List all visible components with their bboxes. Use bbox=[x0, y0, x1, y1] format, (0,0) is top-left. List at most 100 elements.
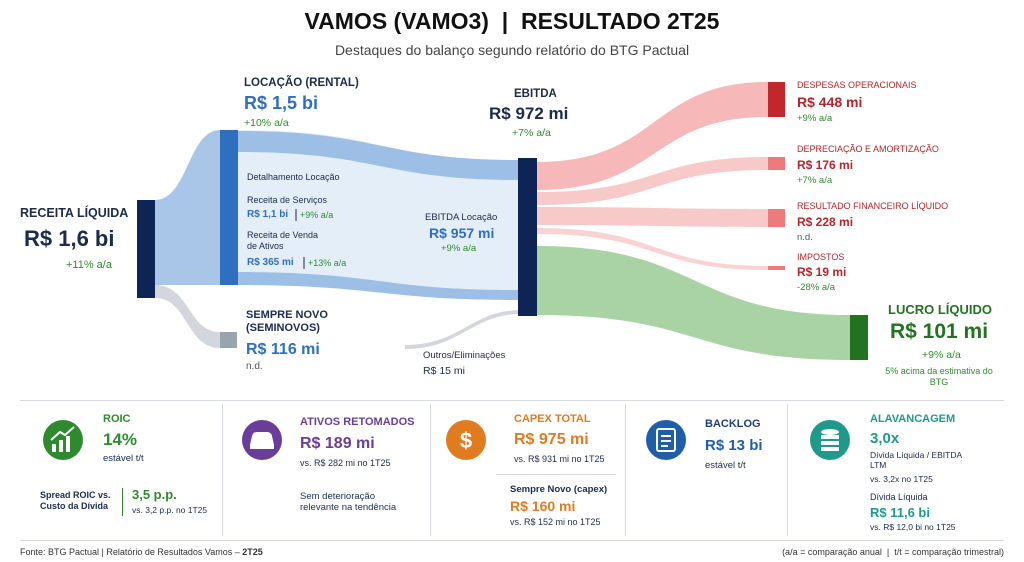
node-label: LUCRO LÍQUIDO bbox=[888, 302, 992, 317]
expense-label: DEPRECIAÇÃO E AMORTIZAÇÃO bbox=[797, 144, 939, 154]
node-note: 5% acima da estimativa do BTG bbox=[885, 366, 996, 387]
footer-source-bold: 2T25 bbox=[242, 547, 263, 557]
node-change: +9% a/a bbox=[922, 349, 961, 361]
flow bbox=[537, 246, 850, 360]
detail-title: Detalhamento Locação bbox=[247, 172, 340, 182]
card-value: 3,0x bbox=[870, 430, 900, 447]
node-label: Outros/Eliminações bbox=[423, 350, 506, 361]
detail-value: R$ 1,1 bi bbox=[247, 209, 289, 220]
card-label: Spread ROIC vs. Custo da Dívida bbox=[40, 490, 114, 511]
divider bbox=[20, 540, 1004, 541]
card-title: ALAVANCAGEM bbox=[870, 413, 956, 425]
divider bbox=[20, 400, 1004, 401]
svg-text:$: $ bbox=[460, 428, 472, 453]
detail-label: Receita de Venda de Ativos bbox=[247, 230, 321, 251]
node-bar bbox=[768, 157, 785, 170]
card-title: ATIVOS RETOMADOS bbox=[300, 416, 415, 428]
node-label: LOCAÇÃO (RENTAL) bbox=[244, 77, 359, 89]
divider bbox=[122, 488, 123, 516]
expense-label: DESPESAS OPERACIONAIS bbox=[797, 80, 917, 90]
node-change: +11% a/a bbox=[66, 259, 112, 271]
node-bar bbox=[768, 209, 785, 227]
node-bar bbox=[220, 130, 238, 285]
icon-backlog bbox=[646, 420, 686, 460]
flow bbox=[537, 82, 768, 190]
card-value: R$ 975 mi bbox=[514, 431, 589, 448]
expense-change: +7% a/a bbox=[797, 175, 833, 186]
card-note: Sem deterioração relevante na tendência bbox=[300, 491, 397, 514]
node-bar bbox=[137, 200, 155, 298]
flow bbox=[155, 285, 220, 348]
node-bar bbox=[518, 158, 537, 316]
icon-alavancagem bbox=[810, 420, 850, 460]
flow bbox=[405, 310, 518, 349]
detail-label: Receita de Serviços bbox=[247, 195, 328, 205]
title: VAMOS (VAMO3) | RESULTADO 2T25 bbox=[304, 8, 720, 34]
expense-label: RESULTADO FINANCEIRO LÍQUIDO bbox=[797, 201, 949, 211]
detail-change: +9% a/a bbox=[300, 210, 334, 220]
node-value: R$ 1,6 bi bbox=[24, 226, 115, 251]
node-value: R$ 15 mi bbox=[423, 365, 466, 377]
divider bbox=[430, 404, 431, 536]
node-label: EBITDA Locação bbox=[425, 212, 498, 223]
detail-value: R$ 365 mi bbox=[247, 257, 294, 268]
footer-legend: (a/a = comparação anual | t/t = comparaç… bbox=[782, 547, 1004, 557]
card-value: R$ 189 mi bbox=[300, 435, 375, 452]
flow bbox=[238, 272, 518, 300]
expense-value: R$ 228 mi bbox=[797, 215, 854, 229]
card-title: ROIC bbox=[103, 413, 131, 425]
node-bar bbox=[768, 266, 785, 270]
node-label: SEMPRE NOVO (SEMINOVOS) bbox=[246, 309, 331, 335]
subtitle: Destaques do balanço segundo relatório d… bbox=[334, 42, 690, 58]
divider bbox=[222, 404, 223, 536]
card-sub: vs. 3,2x no 1T25 bbox=[870, 474, 933, 484]
node-change: +7% a/a bbox=[512, 127, 551, 139]
expense-value: R$ 176 mi bbox=[797, 158, 854, 172]
icon-roic bbox=[43, 420, 83, 460]
node-change: +9% a/a bbox=[441, 243, 477, 254]
node-value: R$ 1,5 bi bbox=[244, 93, 319, 113]
node-change: +10% a/a bbox=[244, 117, 289, 129]
card-value: R$ 13 bi bbox=[705, 437, 763, 454]
node-value: R$ 957 mi bbox=[429, 225, 495, 241]
icon-ativos bbox=[242, 420, 282, 460]
card-sub: estável t/t bbox=[103, 453, 144, 464]
card-value: R$ 160 mi bbox=[510, 498, 576, 514]
detail-change: +13% a/a bbox=[308, 258, 347, 268]
card-sub: vs. 3,2 p.p. no 1T25 bbox=[132, 505, 208, 515]
node-change: n.d. bbox=[246, 361, 263, 372]
card-sub: vs. R$ 282 mi no 1T25 bbox=[300, 458, 391, 468]
expense-label: IMPOSTOS bbox=[797, 252, 845, 262]
node-label: RECEITA LÍQUIDA bbox=[20, 206, 129, 220]
card-title: BACKLOG bbox=[705, 418, 761, 430]
card-sub: vs. R$ 12,0 bi no 1T25 bbox=[870, 522, 956, 532]
expense-value: R$ 19 mi bbox=[797, 265, 847, 279]
card-label: Dívida Líquida / EBITDA LTM bbox=[870, 450, 965, 471]
card-title: CAPEX TOTAL bbox=[514, 413, 591, 425]
expense-value: R$ 448 mi bbox=[797, 94, 863, 110]
node-bar bbox=[850, 315, 868, 360]
card-value: 14% bbox=[103, 430, 138, 449]
card-label: Sempre Novo (capex) bbox=[510, 484, 608, 495]
flow bbox=[537, 207, 768, 227]
card-value: R$ 11,6 bi bbox=[870, 505, 930, 520]
expense-change: n.d. bbox=[797, 232, 813, 243]
card-label: Dívida Líquida bbox=[870, 492, 928, 502]
card-sub: vs. R$ 931 mi no 1T25 bbox=[514, 454, 605, 464]
divider bbox=[496, 474, 616, 475]
footer-source: Fonte: BTG Pactual | Relatório de Result… bbox=[20, 547, 263, 558]
flow bbox=[238, 131, 518, 180]
flow bbox=[537, 228, 768, 270]
sankey bbox=[137, 82, 868, 360]
card-sub: estável t/t bbox=[705, 460, 746, 471]
divider bbox=[625, 404, 626, 536]
card-sub: vs. R$ 152 mi no 1T25 bbox=[510, 517, 601, 527]
icon-capex: $ bbox=[446, 420, 486, 460]
node-value: R$ 101 mi bbox=[890, 320, 989, 343]
expense-change: +9% a/a bbox=[797, 113, 833, 124]
expense-change: -28% a/a bbox=[797, 282, 836, 293]
divider bbox=[787, 404, 788, 536]
node-bar bbox=[768, 82, 785, 117]
